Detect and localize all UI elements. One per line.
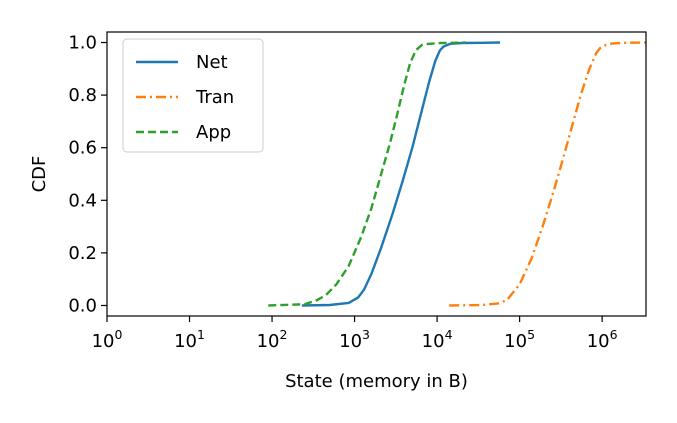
x-tick-label: 103 — [339, 327, 370, 352]
x-tick-base: 10 — [339, 331, 362, 352]
x-tick-base: 10 — [257, 331, 280, 352]
y-tick-label: 0.8 — [68, 85, 97, 106]
legend-label-net: Net — [196, 52, 228, 73]
x-tick-label: 105 — [504, 327, 535, 352]
x-tick-label: 101 — [174, 327, 205, 352]
x-tick-exponent: 2 — [280, 327, 288, 342]
x-axis: 100 101 102 103 104 105 106 — [92, 316, 618, 352]
legend: Net Tran App — [122, 38, 264, 153]
plot-frame — [106, 31, 647, 317]
legend-box — [122, 38, 264, 153]
y-tick-label: 0.0 — [68, 295, 97, 316]
y-axis-label: CDF — [29, 156, 50, 193]
x-tick-label: 104 — [422, 327, 453, 352]
legend-label-tran: Tran — [195, 87, 234, 108]
x-tick-base: 10 — [174, 331, 197, 352]
x-tick-exponent: 1 — [197, 327, 205, 342]
x-tick-exponent: 3 — [362, 327, 370, 342]
x-tick-exponent: 6 — [610, 327, 618, 342]
x-tick-base: 10 — [504, 331, 527, 352]
x-tick-base: 10 — [587, 331, 610, 352]
x-tick-exponent: 4 — [445, 327, 453, 342]
legend-label-app: App — [196, 122, 231, 143]
series-line-net — [301, 41, 501, 307]
x-tick-base: 10 — [422, 331, 445, 352]
y-tick-label: 0.2 — [68, 243, 97, 264]
y-tick-label: 0.6 — [68, 138, 97, 159]
x-tick-base: 10 — [92, 331, 115, 352]
x-tick-exponent: 5 — [527, 327, 535, 342]
x-axis-label: State (memory in B) — [285, 371, 468, 392]
y-tick-label: 0.4 — [68, 190, 97, 211]
x-tick-label: 102 — [257, 327, 288, 352]
x-tick-label: 100 — [92, 327, 123, 352]
y-axis: 0.0 0.2 0.4 0.6 0.8 1.0 — [68, 33, 107, 316]
x-tick-label: 106 — [587, 327, 618, 352]
series-layer — [268, 41, 647, 307]
series-line-app — [268, 41, 466, 307]
y-tick-label: 1.0 — [68, 33, 97, 54]
series-line-tran — [449, 41, 647, 307]
x-tick-exponent: 0 — [114, 327, 122, 342]
